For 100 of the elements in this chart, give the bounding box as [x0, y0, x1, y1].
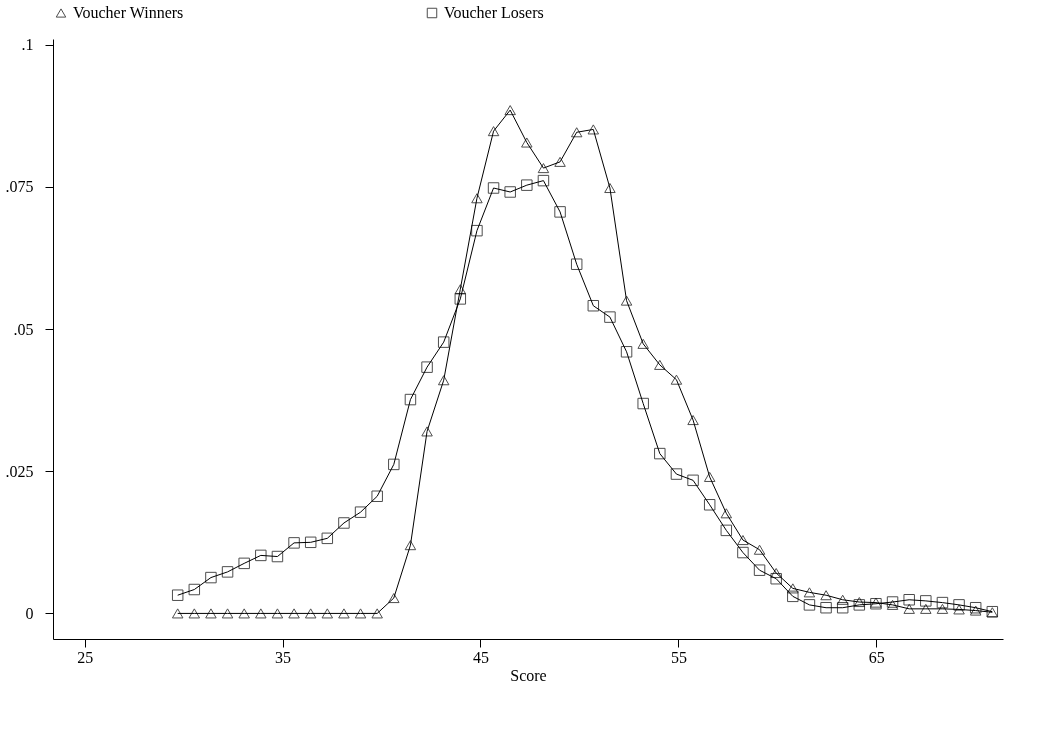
point [787, 583, 799, 594]
point [304, 608, 317, 619]
point [288, 608, 300, 619]
point [720, 508, 733, 519]
point [471, 193, 483, 204]
point [288, 537, 300, 549]
point [787, 590, 799, 603]
y-tick-label: 0 [25, 604, 34, 622]
point [703, 499, 716, 511]
x-tick-label: 65 [868, 648, 885, 666]
point [437, 375, 450, 386]
point [205, 608, 217, 619]
point [920, 595, 932, 607]
point [271, 608, 284, 619]
point [437, 336, 450, 348]
point [570, 258, 583, 270]
x-tick-label: 25 [77, 648, 94, 666]
point [836, 594, 849, 605]
point [304, 536, 317, 549]
point [421, 426, 433, 437]
point [654, 359, 666, 370]
point [820, 601, 832, 614]
point [521, 179, 533, 191]
point [338, 517, 350, 529]
point [803, 599, 816, 611]
point [171, 608, 184, 619]
point [554, 156, 566, 167]
point [504, 186, 516, 198]
point [487, 182, 500, 194]
point [421, 361, 433, 373]
x-tick-label: 35 [275, 648, 292, 666]
point [920, 603, 932, 614]
point [271, 550, 284, 563]
point [454, 284, 467, 295]
point [404, 540, 417, 551]
point [737, 535, 749, 546]
legend-label: Voucher Winners [73, 4, 184, 21]
point [770, 567, 782, 579]
point [670, 374, 683, 385]
point [687, 474, 699, 487]
point [205, 571, 217, 584]
point [537, 163, 550, 174]
point [570, 127, 583, 138]
point [471, 224, 483, 237]
point [255, 608, 267, 619]
point [936, 603, 949, 614]
point [654, 447, 666, 460]
x-tick-label: 45 [473, 648, 489, 666]
point [753, 564, 766, 576]
point [454, 293, 467, 305]
point [637, 397, 649, 410]
point [238, 557, 250, 570]
point [969, 601, 982, 614]
point [537, 174, 550, 187]
y-tick-label: .1 [21, 36, 34, 54]
point [969, 605, 982, 616]
point [820, 590, 832, 601]
point [371, 490, 383, 502]
point [338, 608, 350, 619]
point [587, 299, 600, 312]
point [803, 587, 816, 598]
point [238, 608, 250, 619]
point [388, 593, 400, 604]
point [354, 608, 367, 619]
point [903, 594, 915, 606]
point [188, 608, 201, 619]
point [953, 604, 965, 615]
point [953, 599, 965, 611]
point [670, 468, 683, 480]
point [720, 524, 733, 537]
x-tick-label: 55 [670, 648, 687, 666]
point [604, 311, 616, 323]
y-tick-label: .025 [5, 462, 34, 480]
point [221, 608, 234, 619]
point [554, 206, 566, 218]
point [703, 471, 716, 482]
point [188, 583, 201, 596]
point [388, 458, 400, 471]
point [737, 546, 749, 559]
y-tick-label: .05 [13, 320, 34, 338]
point [221, 566, 234, 578]
point [587, 124, 600, 135]
point [487, 126, 500, 137]
point [770, 572, 782, 585]
point [836, 601, 849, 614]
point [504, 105, 516, 116]
point [371, 608, 383, 619]
x-axis-title: Score [510, 666, 547, 684]
y-tick-label: .075 [5, 178, 34, 196]
point [620, 295, 633, 306]
point [354, 506, 367, 518]
point [171, 589, 184, 601]
point [903, 603, 915, 614]
point [936, 596, 949, 609]
point [321, 532, 334, 545]
point [604, 182, 616, 194]
point [637, 338, 649, 349]
legend-label: Voucher Losers [444, 4, 544, 21]
point [255, 549, 267, 562]
point [620, 346, 633, 358]
